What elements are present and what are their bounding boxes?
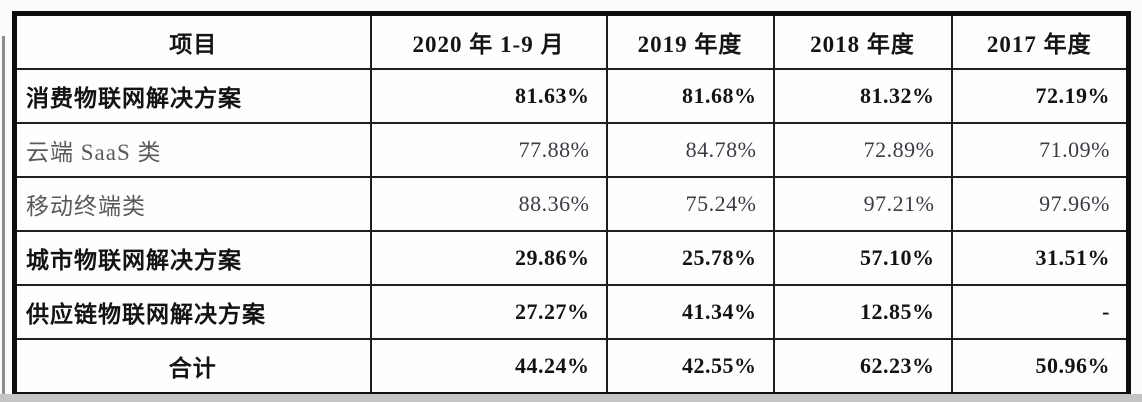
table-row: 城市物联网解决方案 29.86% 25.78% 57.10% 31.51% [13, 230, 1130, 286]
value-cell: 25.78% [605, 230, 775, 286]
value-cell: - [950, 284, 1130, 340]
header-cell-2017: 2017 年度 [950, 12, 1130, 70]
scan-edge-artifact [2, 36, 5, 394]
data-table: 项目 2020 年 1-9 月 2019 年度 2018 年度 2017 年度 … [12, 11, 1131, 397]
header-cell-2020: 2020 年 1-9 月 [369, 12, 608, 70]
value-cell: 42.55% [605, 338, 775, 396]
table-row: 供应链物联网解决方案 27.27% 41.34% 12.85% - [13, 284, 1130, 340]
row-label: 移动终端类 [13, 176, 372, 232]
value-cell: 72.89% [772, 122, 953, 178]
value-cell: 72.19% [950, 68, 1130, 124]
value-cell: 31.51% [950, 230, 1130, 286]
value-cell: 75.24% [605, 176, 775, 232]
value-cell: 97.96% [950, 176, 1130, 232]
value-cell: 12.85% [772, 284, 953, 340]
row-label: 消费物联网解决方案 [13, 68, 372, 124]
scan-bottom-strip [0, 394, 1142, 402]
value-cell: 81.63% [369, 68, 608, 124]
header-row: 项目 2020 年 1-9 月 2019 年度 2018 年度 2017 年度 [13, 12, 1130, 70]
row-label: 供应链物联网解决方案 [13, 284, 372, 340]
table-row-total: 合计 44.24% 42.55% 62.23% 50.96% [13, 338, 1130, 396]
value-cell: 29.86% [369, 230, 608, 286]
value-cell: 88.36% [369, 176, 608, 232]
row-label: 城市物联网解决方案 [13, 230, 372, 286]
table-row: 云端 SaaS 类 77.88% 84.78% 72.89% 71.09% [13, 122, 1130, 178]
value-cell: 41.34% [605, 284, 775, 340]
table-row: 移动终端类 88.36% 75.24% 97.21% 97.96% [13, 176, 1130, 232]
table-row: 消费物联网解决方案 81.63% 81.68% 81.32% 72.19% [13, 68, 1130, 124]
header-cell-2018: 2018 年度 [772, 12, 953, 70]
row-label: 合计 [13, 338, 372, 396]
value-cell: 71.09% [950, 122, 1130, 178]
value-cell: 62.23% [772, 338, 953, 396]
header-cell-2019: 2019 年度 [605, 12, 775, 70]
revenue-share-table: 项目 2020 年 1-9 月 2019 年度 2018 年度 2017 年度 … [12, 11, 1131, 397]
value-cell: 81.32% [772, 68, 953, 124]
value-cell: 77.88% [369, 122, 608, 178]
value-cell: 57.10% [772, 230, 953, 286]
value-cell: 50.96% [950, 338, 1130, 396]
value-cell: 81.68% [605, 68, 775, 124]
value-cell: 27.27% [369, 284, 608, 340]
header-cell-item: 项目 [13, 12, 372, 70]
value-cell: 44.24% [369, 338, 608, 396]
row-label: 云端 SaaS 类 [13, 122, 372, 178]
value-cell: 97.21% [772, 176, 953, 232]
value-cell: 84.78% [605, 122, 775, 178]
